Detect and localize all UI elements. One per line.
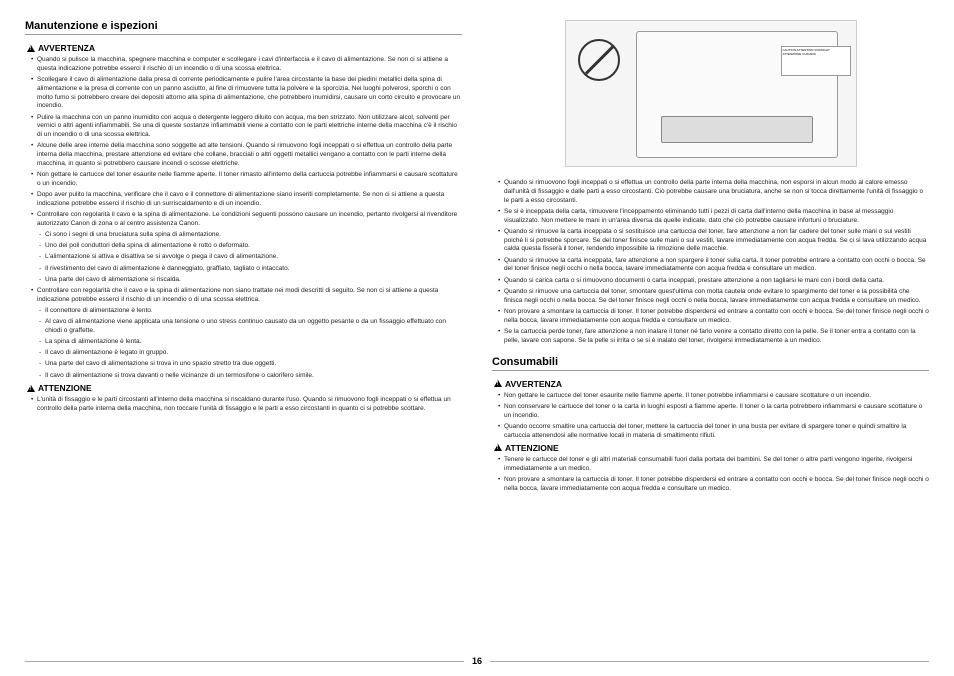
attenzione-text: ATTENZIONE bbox=[38, 383, 92, 393]
sublist-item: Ci sono i segni di una bruciatura sulla … bbox=[37, 231, 462, 240]
attenzione-label: ATTENZIONE bbox=[27, 383, 462, 393]
sublist-item: Una parte del cavo di alimentazione si r… bbox=[37, 276, 462, 285]
list-item: Quando si rimuove la carta inceppata o s… bbox=[492, 228, 929, 254]
avvertenza-list: Quando si pulisce la macchina, spegnere … bbox=[25, 56, 462, 381]
attenzione-label-r: ATTENZIONE bbox=[494, 443, 929, 453]
right-avvertenza-list: Non gettare le cartucce del toner esauri… bbox=[492, 392, 929, 441]
list-item: Quando occorre smaltire una cartuccia de… bbox=[492, 423, 929, 441]
sublist-item: L'alimentazione si attiva e disattiva se… bbox=[37, 253, 462, 262]
right-attenzione-list: Tenere le cartucce del toner e gli altri… bbox=[492, 456, 929, 494]
list-item: Scollegare il cavo di alimentazione dall… bbox=[25, 76, 462, 111]
attenzione-list: L'unità di fissaggio e le parti circosta… bbox=[25, 396, 462, 414]
list-item: Pulire la macchina con un panno inumidit… bbox=[25, 114, 462, 140]
page-number: 16 bbox=[464, 656, 490, 666]
printer-illustration: CAUTION ATTENTION VORSICHT ATTENZIONE CU… bbox=[565, 20, 857, 167]
warning-icon bbox=[27, 385, 35, 392]
list-item: Se la cartuccia perde toner, fare attenz… bbox=[492, 328, 929, 346]
sublist-item: Uno dei poli conduttori della spina di a… bbox=[37, 242, 462, 251]
attenzione-text-r: ATTENZIONE bbox=[505, 443, 559, 453]
list-item: Quando si rimuovono fogli inceppati o si… bbox=[492, 179, 929, 205]
list-item: Controllare con regolarità il cavo e la … bbox=[25, 211, 462, 284]
list-item: Quando si rimuove una cartuccia del tone… bbox=[492, 288, 929, 306]
list-item: Quando si rimuove la carta inceppata, fa… bbox=[492, 257, 929, 275]
avvertenza-label: AVVERTENZA bbox=[27, 43, 462, 53]
list-item: Controllare con regolarità che il cavo e… bbox=[25, 287, 462, 380]
right-column: CAUTION ATTENTION VORSICHT ATTENZIONE CU… bbox=[492, 20, 929, 641]
warning-icon bbox=[27, 45, 35, 52]
sublist-item: Il cavo di alimentazione è legato in gru… bbox=[37, 349, 462, 358]
list-item: Quando si carica carta o si rimuovono do… bbox=[492, 277, 929, 286]
left-column: Manutenzione e ispezioni AVVERTENZA Quan… bbox=[25, 20, 462, 641]
list-item: Quando si pulisce la macchina, spegnere … bbox=[25, 56, 462, 74]
sublist-item: Il cavo di alimentazione si trova davant… bbox=[37, 372, 462, 381]
right-top-list: Quando si rimuovono fogli inceppati o si… bbox=[492, 179, 929, 346]
list-item: L'unità di fissaggio e le parti circosta… bbox=[25, 396, 462, 414]
list-item: Non provare a smontare la cartuccia di t… bbox=[492, 476, 929, 494]
list-item: Alcune delle aree interne della macchina… bbox=[25, 142, 462, 168]
caution-sticker: CAUTION ATTENTION VORSICHT ATTENZIONE CU… bbox=[781, 46, 851, 76]
avvertenza-text-r: AVVERTENZA bbox=[505, 379, 562, 389]
list-item: Non provare a smontare la cartuccia di t… bbox=[492, 308, 929, 326]
list-item: Se si è inceppata della carta, rimuovere… bbox=[492, 208, 929, 226]
avvertenza-label-r: AVVERTENZA bbox=[494, 379, 929, 389]
list-item: Tenere le cartucce del toner e gli altri… bbox=[492, 456, 929, 474]
list-item: Non gettare le cartucce del toner esauri… bbox=[492, 392, 929, 401]
list-item: Dopo aver pulito la macchina, verificare… bbox=[25, 191, 462, 209]
warning-icon bbox=[494, 380, 502, 387]
warning-icon bbox=[494, 444, 502, 451]
sublist-item: La spina di alimentazione è lenta. bbox=[37, 338, 462, 347]
printer-slot bbox=[661, 116, 813, 143]
list-item: Non gettare le cartucce del toner esauri… bbox=[25, 171, 462, 189]
prohibition-icon bbox=[578, 39, 620, 81]
manual-page: Manutenzione e ispezioni AVVERTENZA Quan… bbox=[0, 0, 954, 676]
list-item: Non conservare le cartucce del toner o l… bbox=[492, 403, 929, 421]
sublist-item: Il connettore di alimentazione è lento. bbox=[37, 307, 462, 316]
section-title-maintenance: Manutenzione e ispezioni bbox=[25, 20, 462, 35]
sublist-item: Una parte del cavo di alimentazione si t… bbox=[37, 360, 462, 369]
avvertenza-text: AVVERTENZA bbox=[38, 43, 95, 53]
section-title-consumables: Consumabili bbox=[492, 356, 929, 371]
sublist-item: Al cavo di alimentazione viene applicata… bbox=[37, 318, 462, 336]
sublist-item: Il rivestimento del cavo di alimentazion… bbox=[37, 265, 462, 274]
